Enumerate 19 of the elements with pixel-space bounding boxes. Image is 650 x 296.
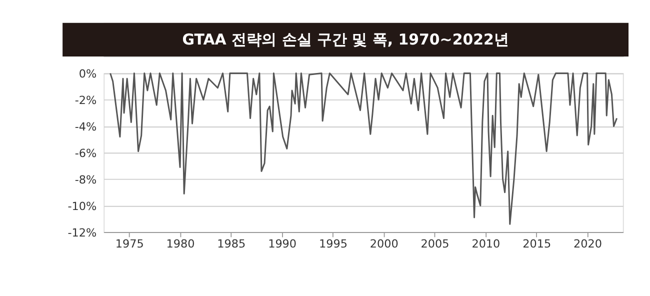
x-tick-label: 2000 — [370, 237, 398, 250]
line-series — [110, 72, 618, 225]
chart-title: GTAA 전략의 손실 구간 및 폭, 1970~2022년 — [182, 30, 509, 48]
x-tick-label: 1990 — [268, 237, 297, 250]
x-tick-label: 2010 — [472, 237, 500, 250]
x-tick-label: 2015 — [522, 237, 552, 250]
y-tick-label: -10% — [68, 200, 98, 213]
y-tick-label: -8% — [74, 173, 98, 186]
x-tick-label: 2005 — [420, 237, 450, 250]
y-tick-label: -12% — [68, 226, 98, 240]
y-tick-label: -6% — [74, 146, 98, 160]
x-tick-label: 1985 — [217, 237, 246, 250]
y-tick-label: 0% — [78, 68, 98, 80]
x-tick-label: 2020 — [574, 237, 602, 250]
x-tick-label: 1975 — [115, 237, 144, 250]
x-tick-label: 1980 — [166, 237, 195, 250]
x-tick-label: 1995 — [318, 237, 348, 250]
y-tick-label: -2% — [74, 94, 98, 107]
y-tick-label: -4% — [74, 120, 98, 134]
